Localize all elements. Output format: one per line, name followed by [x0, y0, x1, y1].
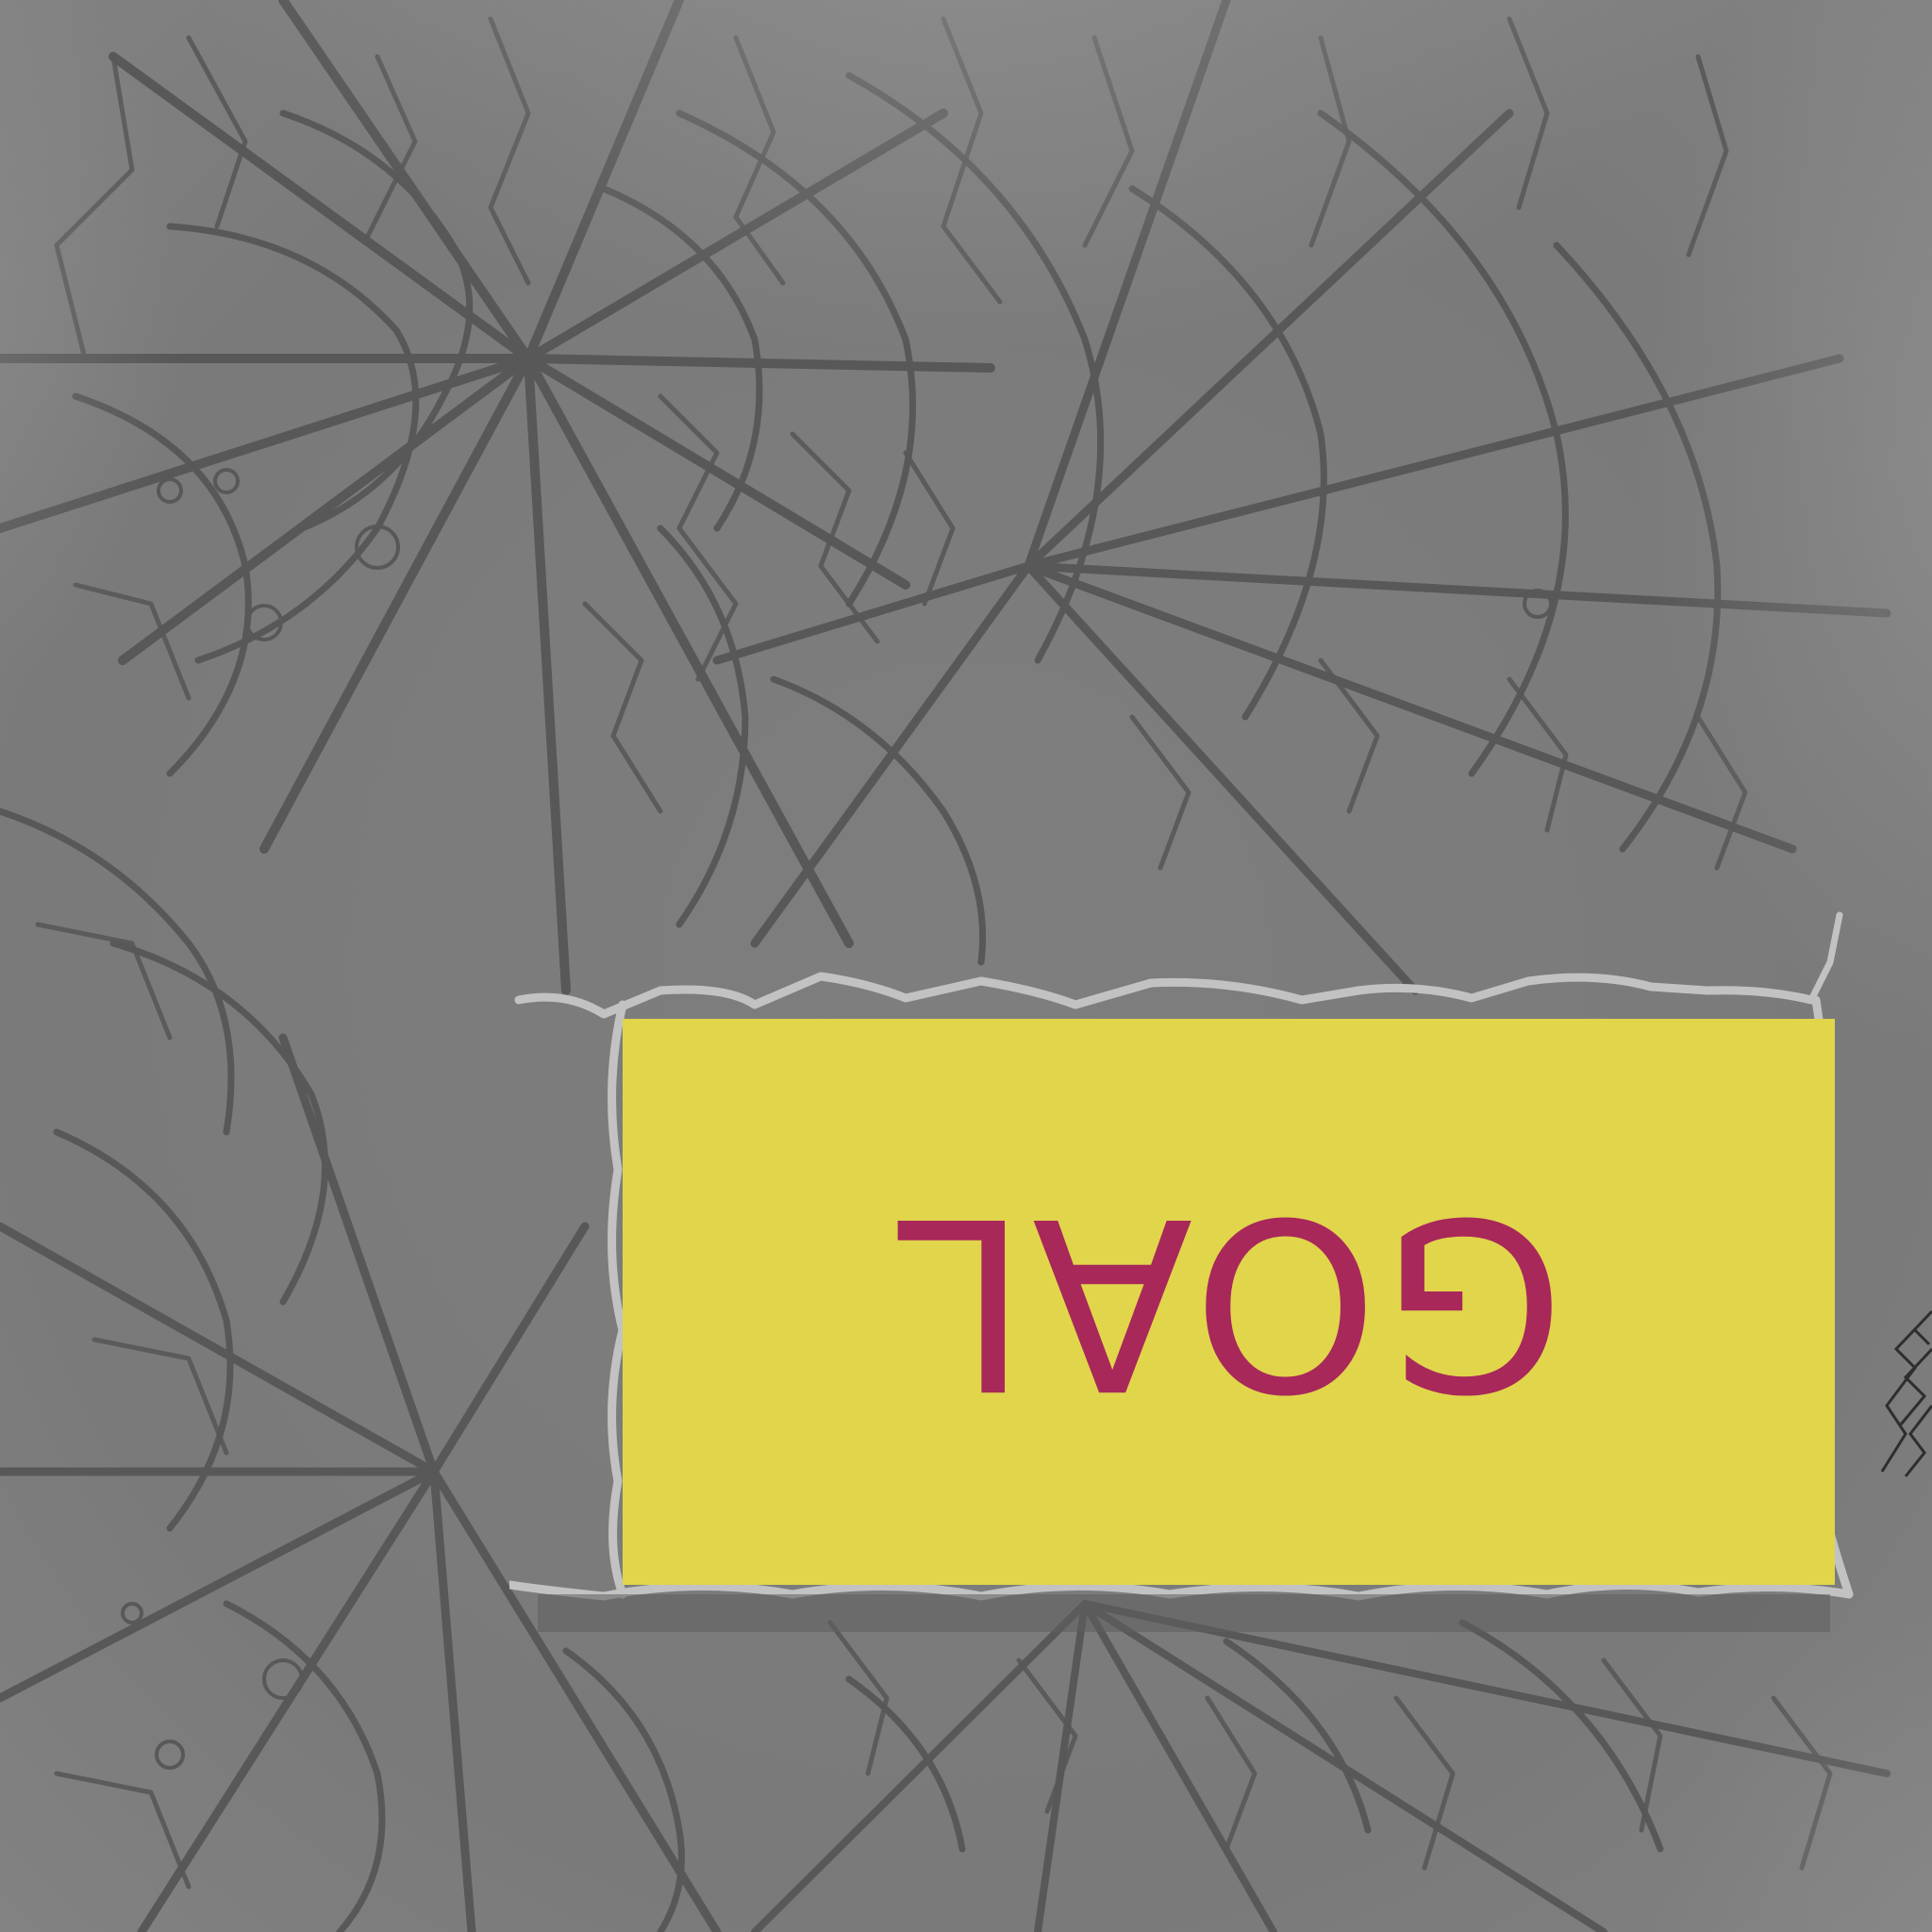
- glass-shard-fragment: [1880, 1309, 1932, 1477]
- goal-banner: GOAL: [623, 1019, 1835, 1585]
- goal-label: GOAL: [892, 1165, 1565, 1440]
